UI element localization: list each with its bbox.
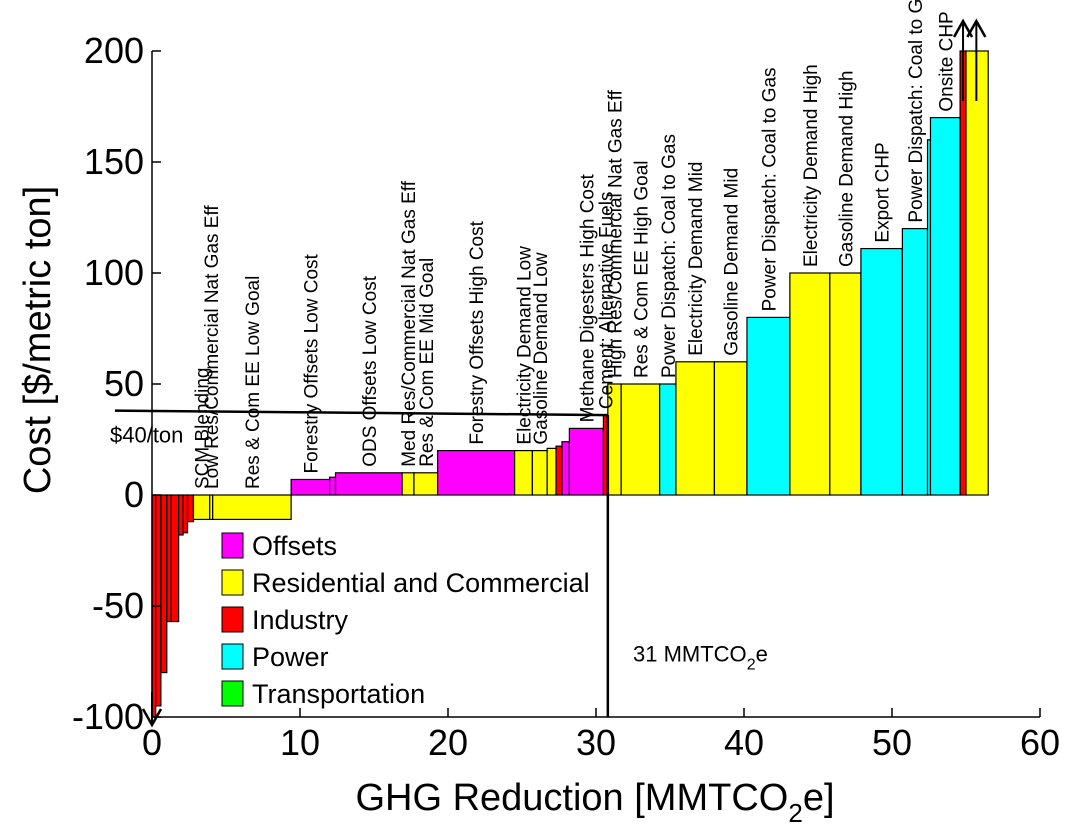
x-tick-label-2: 20 <box>428 722 468 763</box>
bar-7 <box>186 494 195 523</box>
bar-29 <box>746 316 791 496</box>
bar-17 <box>513 450 533 496</box>
bar-label-29: Power Dispatch: Coal to Gas <box>759 67 780 311</box>
bar-30 <box>789 272 831 496</box>
bar-10 <box>212 494 292 521</box>
x-axis-title-main: GHG Reduction [MMTCO <box>355 777 788 819</box>
bar-13 <box>334 472 403 496</box>
bar-label-18: Gasoline Demand Low <box>531 252 552 444</box>
bar-5 <box>178 494 184 536</box>
y-tick-label-4: 100 <box>84 252 144 293</box>
legend-swatch-3 <box>221 643 244 670</box>
bar-2 <box>160 494 168 674</box>
x-tick-label-3: 30 <box>576 722 616 763</box>
bar-label-24: High Res/Commercial Nat Gas Eff <box>606 89 627 378</box>
bar-label-23: Cement: Alternative Fuels <box>597 192 618 410</box>
bar-label-28: Gasoline Demand Mid <box>722 168 743 356</box>
bar-label-32: Export CHP <box>873 142 894 242</box>
bar-15 <box>413 472 439 496</box>
legend-swatch-1 <box>221 569 244 596</box>
x-tick-label-1: 10 <box>280 722 320 763</box>
bar-14 <box>401 472 415 496</box>
legend-label-3: Power <box>252 642 329 672</box>
bar-label-22: Methane Digesters High Cost <box>577 174 598 423</box>
x-axis-title: GHG Reduction [MMTCO2e] <box>355 777 834 827</box>
bar-label-26: Power Dispatch: Coal to Gas <box>659 134 680 378</box>
bar-19 <box>546 447 557 496</box>
bar-label-14: Med Res/Commercial Nat Gas Eff <box>399 180 420 467</box>
bar-8 <box>192 494 211 521</box>
bar-6 <box>182 494 189 534</box>
legend-label-1: Residential and Commercial <box>252 568 590 598</box>
bar-25 <box>620 383 661 496</box>
bar-label-25: Res & Com EE High Goal <box>631 160 652 378</box>
y-tick-label-3: 50 <box>104 363 144 404</box>
bar-label-17: Electricity Demand Low <box>514 246 535 445</box>
bar-22 <box>568 427 604 496</box>
bar-1 <box>155 494 162 707</box>
overflow-arrow-head-0 <box>141 708 163 728</box>
x-axis-title-sub: 2 <box>788 798 802 827</box>
bar-11 <box>290 478 331 496</box>
bar-label-9: Low Res/Commercial Nat Gas Eff <box>202 205 223 489</box>
legend-swatch-4 <box>221 680 244 707</box>
bar-label-33: Power Dispatch: Coal to Gas <box>906 0 927 223</box>
target-label-sub: 2 <box>747 657 756 674</box>
legend-label-0: Offsets <box>252 531 337 561</box>
x-tick-label-4: 40 <box>724 722 764 763</box>
price-label: $40/ton <box>110 423 183 448</box>
legend-swatch-2 <box>221 606 244 633</box>
bar-label-15: Res & Com EE Mid Goal <box>417 258 438 467</box>
target-label-tail: e <box>756 642 768 667</box>
legend-label-2: Industry <box>252 605 349 635</box>
bar-33 <box>901 228 929 496</box>
annotations-layer: $40/ton 31 MMTCO2e <box>110 18 987 728</box>
y-tick-label-6: 200 <box>84 30 144 71</box>
legend-label-4: Transportation <box>252 679 425 709</box>
y-tick-label-2: 0 <box>124 474 144 515</box>
x-tick-label-0: 0 <box>142 722 162 763</box>
bars-layer <box>151 50 989 718</box>
target-label: 31 MMTCO2e <box>633 642 768 674</box>
bar-label-31: Gasoline Demand High <box>836 71 857 267</box>
bar-20 <box>555 445 563 496</box>
bar-37 <box>965 50 989 496</box>
overflow-arrow-head-2 <box>966 18 987 38</box>
y-axis-title: Cost [$/metric ton] <box>17 186 59 494</box>
x-tick-label-6: 60 <box>1020 722 1060 763</box>
y-tick-label-1: -50 <box>92 585 144 626</box>
bar-21 <box>561 441 570 496</box>
bar-label-16: Forestry Offsets High Cost <box>467 220 488 444</box>
y-tick-label-5: 150 <box>84 141 144 182</box>
legend: Offsets Residential and Commercial Industr… <box>221 531 590 709</box>
bar-31 <box>829 272 862 496</box>
bar-3 <box>166 494 172 623</box>
legend-swatch-0 <box>221 532 244 559</box>
bar-4 <box>170 494 180 623</box>
bar-label-10: Res & Com EE Low Goal <box>243 276 264 489</box>
bar-label-27: Electricity Demand Mid <box>686 162 707 356</box>
bar-32 <box>860 247 903 496</box>
bar-36 <box>959 50 967 496</box>
bar-label-11: Forestry Offsets Low Cost <box>301 253 322 473</box>
axes-layer: -100 -50 0 50 100 150 200 0 10 20 30 40 50 60 <box>72 30 1060 763</box>
bar-27 <box>675 361 715 496</box>
y-tick-label-0: -100 <box>72 696 144 737</box>
bar-label-13: ODS Offsets Low Cost <box>360 275 381 466</box>
bar-label-30: Electricity Demand High <box>801 64 822 267</box>
bar-28 <box>713 361 748 496</box>
bar-label-35: Onsite CHP <box>936 11 957 111</box>
bar-12 <box>329 476 337 496</box>
bar-16 <box>437 450 516 496</box>
bar-26 <box>659 383 677 496</box>
bar-label-8: SCM Blending <box>193 368 214 489</box>
price-line <box>114 409 608 417</box>
bar-18 <box>531 450 548 496</box>
x-axis-title-tail: e] <box>803 777 835 819</box>
x-tick-label-5: 50 <box>872 722 912 763</box>
target-label-main: 31 MMTCO <box>633 642 747 667</box>
bar-35 <box>929 116 961 496</box>
